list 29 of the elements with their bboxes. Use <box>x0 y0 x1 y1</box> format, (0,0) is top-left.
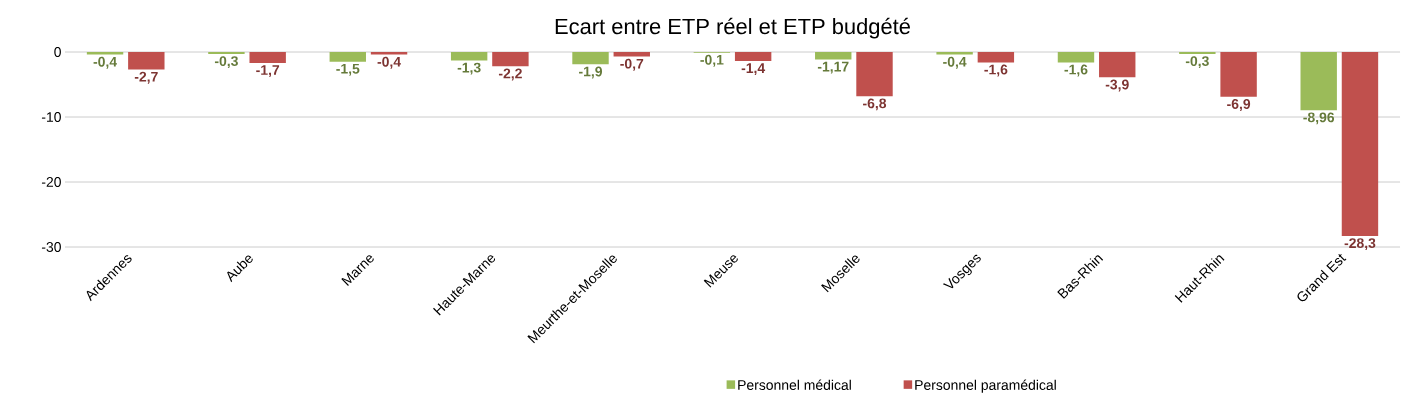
data-label: -2,2 <box>498 68 522 81</box>
data-label: -3,9 <box>1105 79 1129 92</box>
data-label: -8,96 <box>1303 112 1335 125</box>
data-label: -0,1 <box>700 54 724 67</box>
data-label: -0,3 <box>1185 56 1209 69</box>
data-label: -6,8 <box>863 98 887 111</box>
y-tick-label: -30 <box>41 242 61 252</box>
data-label: -2,7 <box>134 71 158 84</box>
data-label: -28,3 <box>1344 238 1376 251</box>
data-label: -0,4 <box>377 56 401 69</box>
data-label: -1,7 <box>256 65 280 77</box>
data-label: -1,6 <box>1064 64 1088 77</box>
data-label: -0,7 <box>620 58 644 71</box>
data-label: -1,4 <box>741 63 766 76</box>
data-label: -1,17 <box>817 61 849 74</box>
data-label: -0,4 <box>93 56 117 69</box>
y-tick-label: -10 <box>41 112 61 122</box>
y-tick-label: 0 <box>54 47 61 57</box>
chart-title: Ecart entre ETP réel et ETP budgété <box>555 17 910 39</box>
data-label: -1,3 <box>457 62 481 75</box>
data-label: -0,3 <box>214 56 238 69</box>
data-label: -1,6 <box>984 64 1008 77</box>
y-tick-label: -20 <box>41 177 61 187</box>
data-label: -1,5 <box>336 63 360 76</box>
data-label: -1,9 <box>579 66 603 79</box>
data-label: -6,9 <box>1227 99 1251 111</box>
legend-label: Personnel médical <box>738 379 851 390</box>
data-label: -0,4 <box>943 56 967 69</box>
legend-label: Personnel paramédical <box>915 379 1056 393</box>
